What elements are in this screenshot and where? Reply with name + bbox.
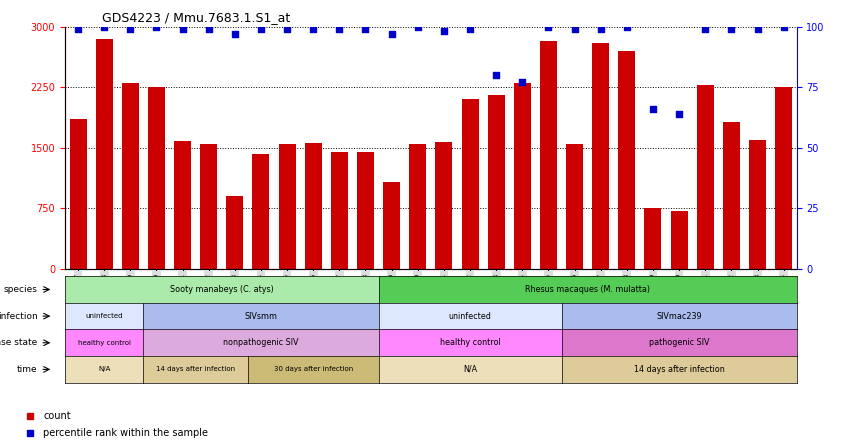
Text: Rhesus macaques (M. mulatta): Rhesus macaques (M. mulatta) xyxy=(525,285,650,294)
Bar xyxy=(331,152,348,269)
Point xyxy=(620,23,634,30)
Text: SIVmac239: SIVmac239 xyxy=(656,312,702,321)
Point xyxy=(489,71,503,79)
Bar xyxy=(279,144,295,269)
Point xyxy=(463,25,477,32)
Text: healthy control: healthy control xyxy=(440,338,501,347)
Point xyxy=(307,25,320,32)
Text: 14 days after infection: 14 days after infection xyxy=(156,366,236,373)
Bar xyxy=(69,119,87,269)
Text: healthy control: healthy control xyxy=(78,340,131,346)
Bar xyxy=(488,95,505,269)
Point xyxy=(515,79,529,86)
Text: percentile rank within the sample: percentile rank within the sample xyxy=(43,428,209,438)
Point xyxy=(437,28,451,35)
Bar xyxy=(383,182,400,269)
Text: 14 days after infection: 14 days after infection xyxy=(634,365,725,374)
Text: pathogenic SIV: pathogenic SIV xyxy=(649,338,709,347)
Point xyxy=(672,110,686,117)
Point xyxy=(725,25,739,32)
Bar xyxy=(122,83,139,269)
Bar xyxy=(95,39,113,269)
Bar xyxy=(514,83,531,269)
Text: uninfected: uninfected xyxy=(86,313,123,319)
Text: Sooty manabeys (C. atys): Sooty manabeys (C. atys) xyxy=(170,285,274,294)
Point xyxy=(594,25,608,32)
Text: N/A: N/A xyxy=(463,365,477,374)
Bar xyxy=(226,196,243,269)
Text: species: species xyxy=(3,285,38,294)
Text: N/A: N/A xyxy=(98,366,110,373)
Bar xyxy=(148,87,165,269)
Point xyxy=(359,25,372,32)
Bar xyxy=(775,87,792,269)
Bar xyxy=(436,142,452,269)
Bar xyxy=(410,144,426,269)
Bar xyxy=(697,85,714,269)
Bar xyxy=(644,208,662,269)
Bar xyxy=(618,51,636,269)
Point xyxy=(123,25,137,32)
Text: disease state: disease state xyxy=(0,338,38,347)
Bar xyxy=(305,143,322,269)
Text: GDS4223 / Mmu.7683.1.S1_at: GDS4223 / Mmu.7683.1.S1_at xyxy=(101,11,290,24)
Text: count: count xyxy=(43,411,71,421)
Point xyxy=(646,105,660,112)
Bar xyxy=(592,43,609,269)
Text: uninfected: uninfected xyxy=(449,312,492,321)
Text: SIVsmm: SIVsmm xyxy=(244,312,277,321)
Point xyxy=(176,25,190,32)
Bar xyxy=(670,210,688,269)
Point xyxy=(97,23,111,30)
Bar xyxy=(357,152,374,269)
Text: 30 days after infection: 30 days after infection xyxy=(274,366,352,373)
Bar xyxy=(174,141,191,269)
Point xyxy=(410,23,424,30)
Point xyxy=(751,25,765,32)
Bar xyxy=(749,139,766,269)
Point xyxy=(698,25,712,32)
Point xyxy=(777,23,791,30)
Point xyxy=(202,25,216,32)
Bar xyxy=(540,41,557,269)
Point xyxy=(541,23,555,30)
Bar xyxy=(462,99,479,269)
Bar xyxy=(723,122,740,269)
Point xyxy=(333,25,346,32)
Text: time: time xyxy=(17,365,38,374)
Bar xyxy=(253,154,269,269)
Bar xyxy=(566,143,583,269)
Point xyxy=(567,25,581,32)
Point xyxy=(150,23,164,30)
Text: nonpathogenic SIV: nonpathogenic SIV xyxy=(223,338,299,347)
Text: infection: infection xyxy=(0,312,38,321)
Point xyxy=(228,30,242,37)
Point xyxy=(281,25,294,32)
Point xyxy=(71,25,85,32)
Bar xyxy=(200,144,217,269)
Point xyxy=(254,25,268,32)
Point xyxy=(385,30,398,37)
